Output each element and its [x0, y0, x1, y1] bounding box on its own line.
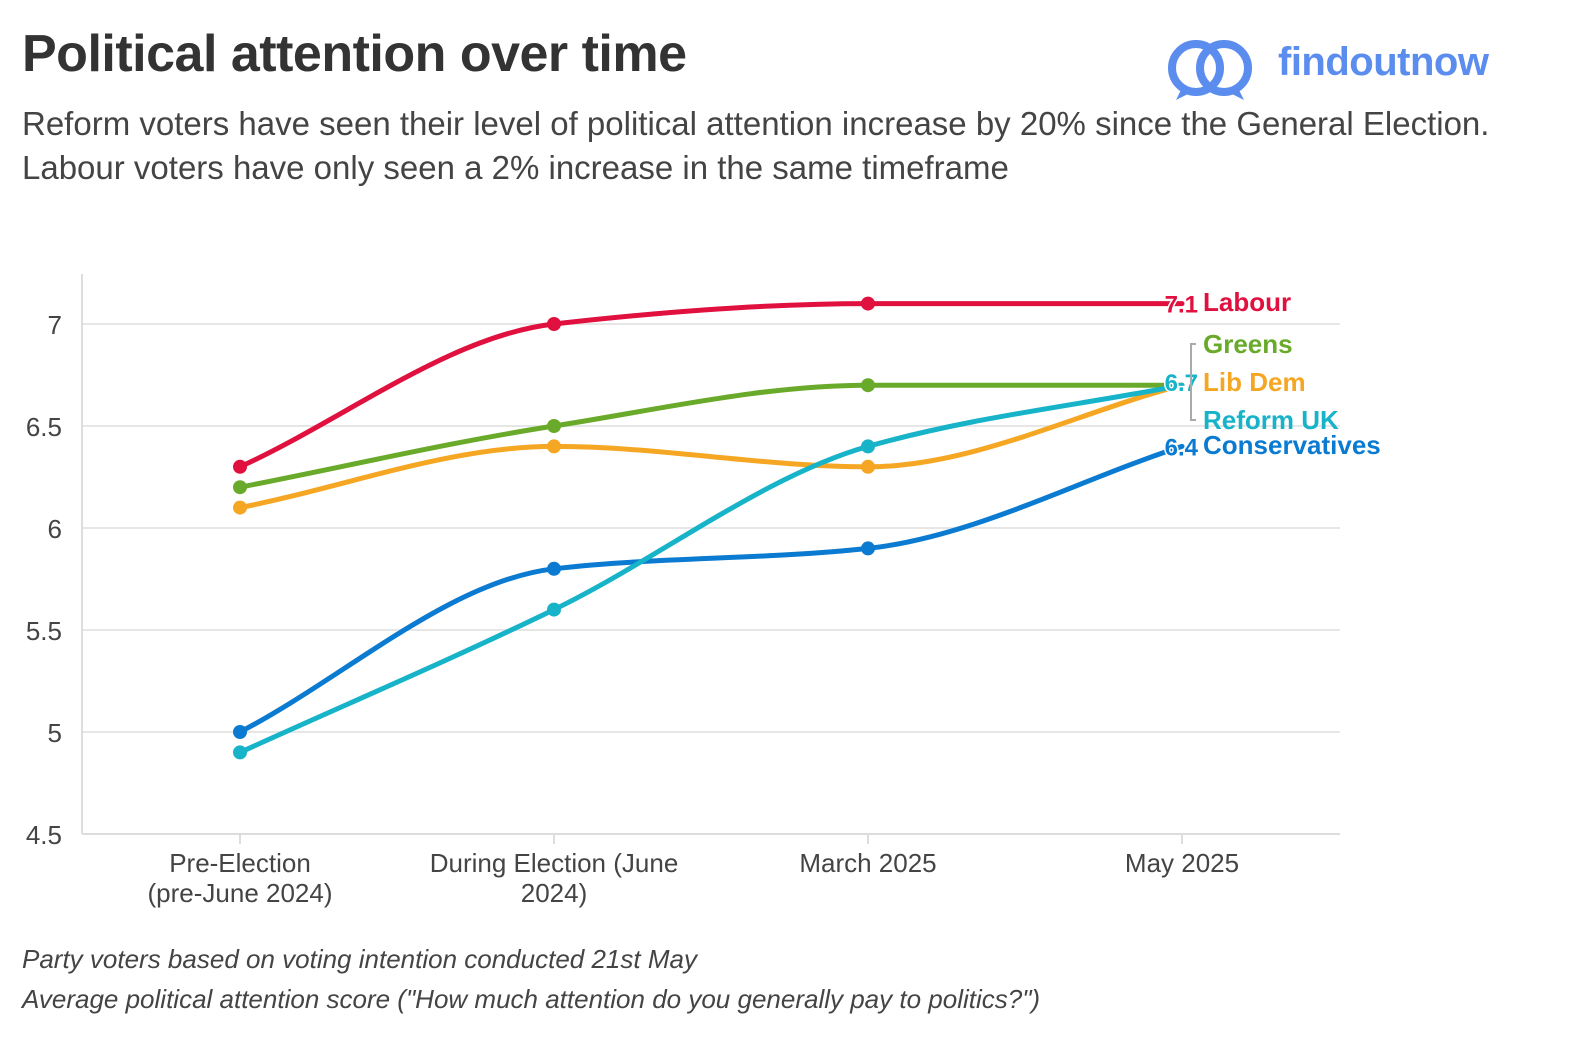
logo-rings-icon: [1168, 40, 1252, 100]
end-value-labour: 7.1: [1165, 292, 1198, 319]
y-tick-label: 7: [48, 310, 62, 340]
data-point-reform-uk: [233, 745, 247, 760]
series-label-greens: Greens: [1203, 329, 1293, 359]
end-value-reform-uk: 6.7: [1165, 370, 1198, 397]
x-tick-label: During Election (June: [430, 848, 679, 878]
label-group-bracket: [1190, 343, 1196, 421]
series-label-lib-dem: Lib Dem: [1203, 367, 1306, 397]
line-chart: 4.5 5 5.5 6 6.5 7 Pre-Election(pre-June 2024)…: [26, 274, 1381, 908]
data-point-reform-uk: [547, 602, 561, 617]
data-point-lib-dem: [547, 439, 561, 454]
data-point-reform-uk: [861, 439, 875, 454]
footnote-sample: Party voters based on voting intention c…: [22, 944, 697, 974]
y-tick-label: 4.5: [26, 820, 62, 850]
series-line-labour: [237, 301, 1185, 470]
series-line-conservatives: [237, 443, 1185, 735]
end-value-conservatives: 6.4: [1165, 434, 1199, 461]
brand-logo: findoutnow: [1160, 34, 1560, 106]
data-point-conservatives: [547, 561, 561, 576]
data-point-conservatives: [233, 725, 247, 739]
chart-subtitle: Reform voters have seen their level of p…: [22, 105, 1490, 186]
footnote-measure: Average political attention score ("How …: [22, 984, 1041, 1014]
y-tick-label: 6.5: [26, 412, 62, 442]
data-point-conservatives: [861, 541, 875, 556]
series-lines: [233, 296, 1185, 760]
y-tick-label: 6: [48, 514, 62, 544]
series-label-labour: Labour: [1203, 287, 1291, 317]
data-point-labour: [547, 317, 561, 331]
data-point-greens: [861, 378, 875, 393]
data-point-greens: [547, 419, 561, 433]
x-tick-label: May 2025: [1125, 848, 1239, 878]
data-point-lib-dem: [233, 500, 247, 515]
y-tick-label: 5.5: [26, 616, 62, 646]
data-point-labour: [861, 296, 875, 311]
x-tick-label: Pre-Election: [169, 848, 311, 878]
y-axis: 4.5 5 5.5 6 6.5 7: [26, 274, 83, 850]
x-tick-label: (pre-June 2024): [148, 878, 333, 908]
data-point-labour: [233, 459, 247, 474]
x-axis: Pre-Election(pre-June 2024) During Electi…: [82, 833, 1340, 908]
series-label-conservatives: Conservatives: [1203, 430, 1381, 460]
series-label-reform-uk: Reform UK: [1203, 405, 1339, 435]
x-tick-label: March 2025: [799, 848, 936, 878]
chart-title: Political attention over time: [22, 25, 687, 83]
x-tick-label: 2024): [521, 878, 588, 908]
data-point-lib-dem: [861, 459, 875, 474]
y-tick-label: 5: [48, 718, 62, 748]
series-line-lib-dem: [237, 382, 1185, 511]
series-line-reform-uk: [237, 382, 1185, 755]
brand-name: findoutnow: [1278, 40, 1489, 84]
data-point-greens: [233, 480, 247, 495]
series-line-greens: [237, 382, 1185, 490]
